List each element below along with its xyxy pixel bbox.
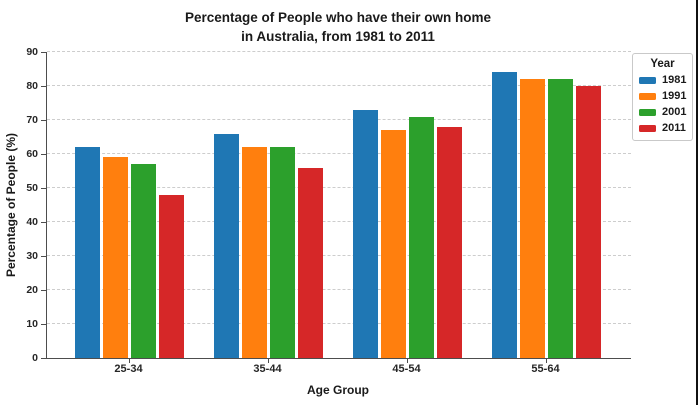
legend-item-2001: 2001 <box>639 106 686 118</box>
ytick-mark-90 <box>41 52 46 53</box>
legend-label-2001: 2001 <box>662 106 687 118</box>
ytick-label-0: 0 <box>32 352 38 364</box>
legend-label-2011: 2011 <box>662 122 686 134</box>
legend-item-1991: 1991 <box>639 90 686 102</box>
legend-title: Year <box>650 58 675 70</box>
bar-45-54-2001 <box>409 116 434 358</box>
gridline-y-80 <box>47 85 631 86</box>
bar-group-45-54 <box>353 52 462 358</box>
gridline-y-60 <box>47 153 631 154</box>
xtick-label-55-64: 55-64 <box>531 363 560 375</box>
gridline-y-10 <box>47 323 631 324</box>
xtick-mark-35-44 <box>267 358 269 363</box>
bar-55-64-2001 <box>548 79 573 358</box>
bar-group-25-34 <box>75 52 184 358</box>
legend: Year 1981 1991 2001 2011 <box>632 53 693 141</box>
ytick-mark-10 <box>41 324 46 325</box>
ytick-mark-50 <box>41 188 46 189</box>
chart-title: Percentage of People who have their own … <box>46 8 630 46</box>
gridline-y-70 <box>47 119 631 120</box>
xtick-label-25-34: 25-34 <box>114 363 143 375</box>
bar-25-34-1991 <box>103 157 128 358</box>
gridline-y-50 <box>47 187 631 188</box>
ytick-mark-40 <box>41 222 46 223</box>
gridline-y-20 <box>47 289 631 290</box>
x-axis-title: Age Group <box>307 383 369 397</box>
bar-35-44-1991 <box>242 147 267 358</box>
xtick-mark-45-54 <box>406 358 408 363</box>
ytick-label-30: 30 <box>26 250 38 262</box>
legend-swatch-2011 <box>639 124 656 132</box>
legend-swatch-2001 <box>639 108 656 116</box>
xtick-mark-55-64 <box>545 358 547 363</box>
bar-group-55-64 <box>492 52 601 358</box>
bar-45-54-1991 <box>381 130 406 358</box>
xtick-label-35-44: 35-44 <box>253 363 282 375</box>
bar-55-64-1981 <box>492 72 517 358</box>
bar-55-64-2011 <box>576 86 601 358</box>
ytick-label-20: 20 <box>26 284 38 296</box>
xtick-label-45-54: 45-54 <box>392 363 421 375</box>
ytick-mark-20 <box>41 290 46 291</box>
legend-swatch-1981 <box>639 76 656 84</box>
gridline-y-90 <box>47 51 631 52</box>
legend-swatch-1991 <box>639 92 656 100</box>
legend-label-1981: 1981 <box>662 74 687 86</box>
bar-25-34-1981 <box>75 147 100 358</box>
xtick-mark-25-34 <box>128 358 130 363</box>
ytick-label-80: 80 <box>26 80 38 92</box>
chart-title-line1: Percentage of People who have their own … <box>184 10 492 25</box>
bar-55-64-1991 <box>520 79 545 358</box>
ytick-mark-60 <box>41 154 46 155</box>
bar-35-44-1981 <box>214 133 239 358</box>
ytick-mark-70 <box>41 120 46 121</box>
plot-area <box>46 51 631 359</box>
chart-title-line2: in Australia, from 1981 to 2011 <box>241 29 435 44</box>
bar-25-34-2011 <box>159 194 184 358</box>
legend-item-2011: 2011 <box>639 122 686 134</box>
bar-45-54-2011 <box>437 126 462 358</box>
gridline-y-40 <box>47 221 631 222</box>
ytick-label-40: 40 <box>26 216 38 228</box>
ytick-label-50: 50 <box>26 182 38 194</box>
legend-item-1981: 1981 <box>639 74 686 86</box>
ytick-label-70: 70 <box>26 114 38 126</box>
y-axis-title: Percentage of People (%) <box>4 132 18 278</box>
bar-25-34-2001 <box>131 164 156 358</box>
ytick-label-60: 60 <box>26 148 38 160</box>
legend-label-1991: 1991 <box>662 90 687 102</box>
ytick-label-90: 90 <box>26 46 38 58</box>
gridline-y-30 <box>47 255 631 256</box>
ytick-mark-30 <box>41 256 46 257</box>
ytick-label-10: 10 <box>26 318 38 330</box>
bar-35-44-2011 <box>298 167 323 358</box>
bar-group-35-44 <box>214 52 323 358</box>
ytick-mark-0 <box>41 358 46 359</box>
bar-35-44-2001 <box>270 147 295 358</box>
bar-45-54-1981 <box>353 109 378 358</box>
legend-items: 1981 1991 2001 2011 <box>639 74 686 134</box>
ytick-mark-80 <box>41 86 46 87</box>
